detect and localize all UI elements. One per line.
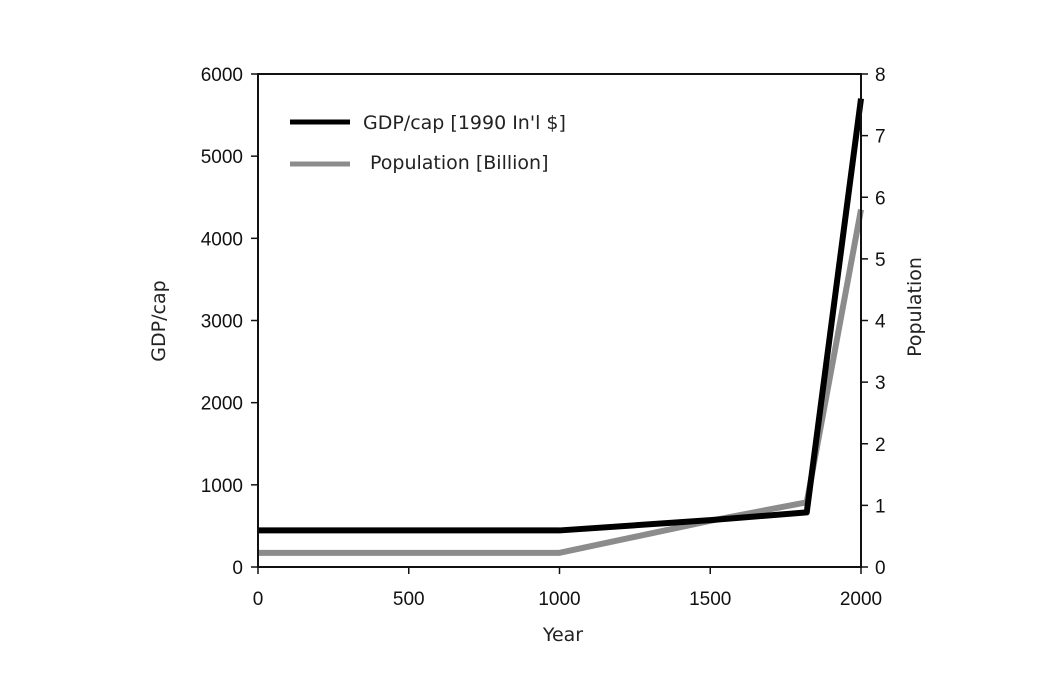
y-axis-left: 0 1000 2000 3000 4000 5000 6000 <box>201 65 258 579</box>
x-axis: 0 500 1000 1500 2000 <box>253 567 882 610</box>
x-tick-label: 0 <box>253 589 264 610</box>
x-tick-label: 500 <box>393 589 425 610</box>
x-tick-label: 1000 <box>538 589 580 610</box>
y-left-tick-label: 6000 <box>201 65 243 86</box>
y-left-tick-label: 4000 <box>201 229 243 250</box>
series-layer <box>258 98 864 556</box>
legend-label-gdp: GDP/cap [1990 In'l $] <box>363 112 566 134</box>
y-right-tick-label: 8 <box>875 65 886 86</box>
y-right-tick-label: 0 <box>875 558 886 579</box>
y-axis-right: 0 1 2 3 4 5 6 7 8 <box>861 65 886 579</box>
legend-label-population: Population [Billion] <box>370 152 549 174</box>
y-right-tick-label: 5 <box>875 250 886 271</box>
plot-area-frame <box>257 73 862 568</box>
y-right-tick-label: 3 <box>875 373 886 394</box>
y-axis-left-title: GDP/cap <box>148 280 170 361</box>
y-left-tick-label: 3000 <box>201 312 243 333</box>
y-right-tick-label: 7 <box>875 127 886 148</box>
series-line-population <box>258 209 864 556</box>
y-left-tick-label: 1000 <box>201 476 243 497</box>
y-left-tick-label: 5000 <box>201 147 243 168</box>
y-right-tick-label: 1 <box>875 496 886 517</box>
x-tick-label: 1500 <box>689 589 731 610</box>
series-line-gdp <box>258 98 864 534</box>
y-right-tick-label: 2 <box>875 435 886 456</box>
y-axis-right-title: Population <box>904 257 926 357</box>
y-right-tick-label: 4 <box>875 312 886 333</box>
y-right-tick-label: 6 <box>875 188 886 209</box>
x-axis-title: Year <box>542 624 583 646</box>
x-tick-label: 2000 <box>840 589 882 610</box>
legend: GDP/cap [1990 In'l $] Population [Billio… <box>290 112 566 174</box>
y-left-tick-label: 0 <box>232 558 243 579</box>
y-left-tick-label: 2000 <box>201 394 243 415</box>
